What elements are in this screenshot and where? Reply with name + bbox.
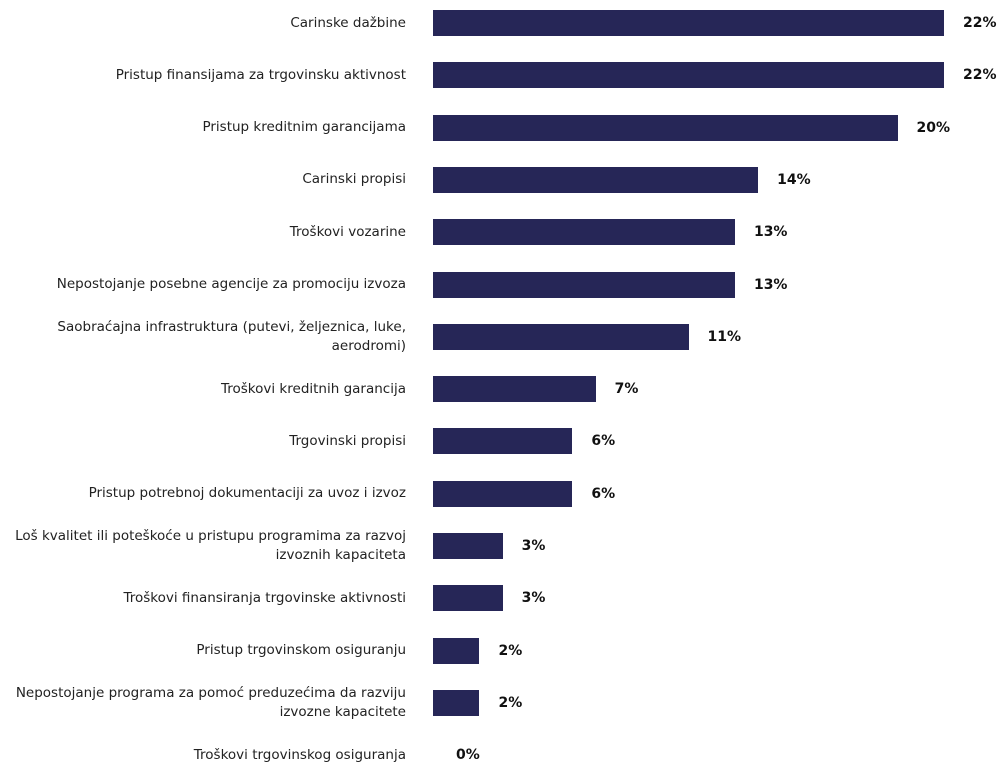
- bar: [433, 271, 735, 298]
- bar: [433, 480, 573, 507]
- value-label: 20%: [916, 119, 951, 136]
- bar: [433, 637, 480, 664]
- value-label: 2%: [498, 642, 523, 659]
- category-label: Loš kvalitet ili poteškoće u pristupu pr…: [15, 528, 406, 563]
- category-label: Carinske dažbine: [290, 14, 406, 31]
- value-label: 22%: [963, 15, 997, 31]
- value-label: 6%: [591, 433, 616, 450]
- category-label: Pristup trgovinskom osiguranju: [196, 642, 406, 659]
- bar: [433, 533, 503, 559]
- bar: [433, 376, 596, 403]
- value-label: 7%: [614, 381, 639, 398]
- value-label: 6%: [591, 485, 616, 502]
- value-label: 3%: [521, 590, 546, 607]
- category-label: Pristup potrebnoj dokumentaciji za uvoz …: [88, 485, 406, 502]
- category-label: Troškovi vozarine: [289, 223, 406, 240]
- category-label: Troškovi kreditnih garancija: [221, 380, 406, 397]
- bar: [433, 323, 689, 350]
- bar: [433, 689, 480, 716]
- value-label: 14%: [777, 171, 811, 188]
- value-label: 0%: [456, 747, 480, 764]
- category-label: Pristup finansijama za trgovinsku aktivn…: [115, 66, 406, 83]
- bar: [433, 585, 503, 612]
- bar: [433, 219, 735, 246]
- bar: [433, 166, 759, 193]
- value-label: 13%: [753, 224, 788, 241]
- value-label: 3%: [521, 538, 546, 554]
- bar: [433, 114, 898, 141]
- category-label: Troškovi trgovinskog osiguranja: [193, 746, 406, 763]
- category-label: Nepostojanje posebne agencije za promoci…: [56, 276, 406, 292]
- bar: [433, 10, 944, 36]
- category-label: Nepostojanje programa za pomoć preduzeći…: [15, 684, 406, 720]
- category-label: Pristup kreditnim garancijama: [202, 119, 406, 136]
- category-label: Saobraćajna infrastruktura (putevi, želj…: [57, 318, 406, 354]
- value-label: 22%: [963, 67, 997, 84]
- category-label: Trgovinski propisi: [289, 432, 406, 449]
- category-label: Troškovi finansiranja trgovinske aktivno…: [123, 589, 406, 606]
- bar: [433, 428, 573, 455]
- value-label: 2%: [498, 694, 523, 711]
- value-label: 11%: [707, 328, 742, 345]
- value-label: 13%: [753, 276, 788, 293]
- bar: [433, 62, 944, 89]
- category-label: Carinski propisi: [302, 171, 406, 188]
